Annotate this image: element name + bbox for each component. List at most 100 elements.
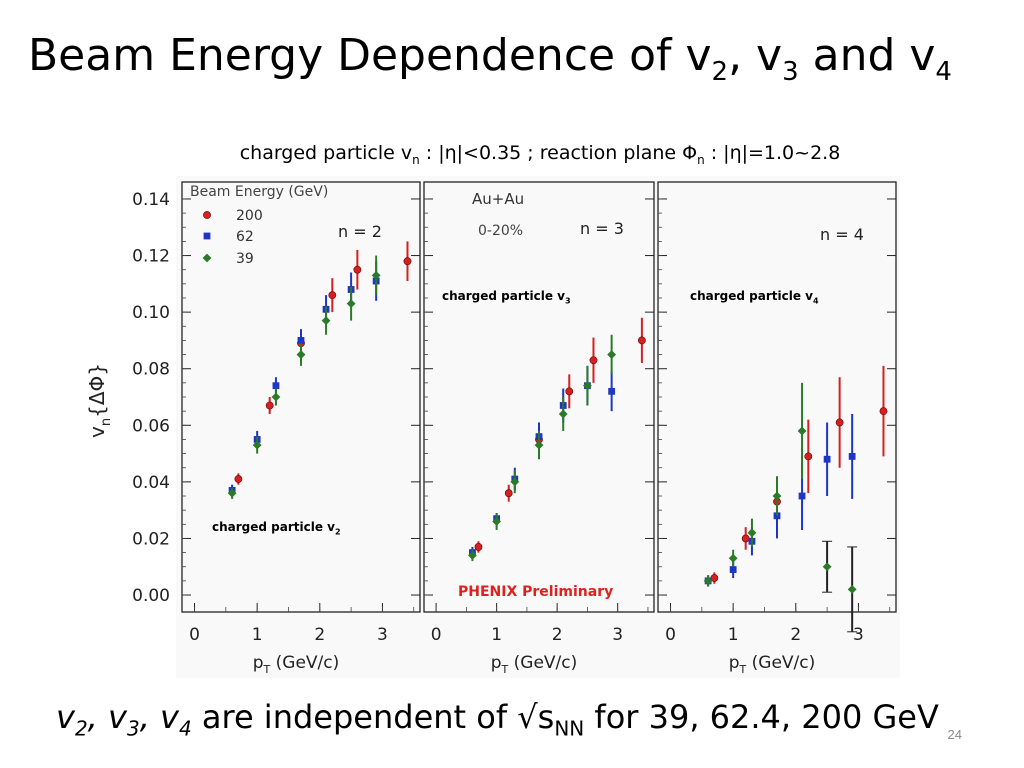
data-point-39: [797, 426, 807, 436]
legend-label-200: 200: [236, 208, 263, 224]
footer-nn-sub: NN: [554, 716, 585, 741]
data-point-39: [583, 381, 592, 391]
data-point-62: [608, 387, 616, 395]
footer-v4: v: [160, 698, 179, 736]
x-tick-label: 0: [431, 625, 442, 645]
legend-title: Beam Energy (GeV): [190, 184, 328, 200]
x-tick-label: 2: [314, 625, 325, 645]
panel-label-v3-sub: 3: [565, 296, 571, 306]
y-tick-label: 0.04: [132, 473, 170, 493]
data-point-200: [328, 291, 337, 300]
x-tick-label: 1: [728, 625, 739, 645]
data-point-200: [234, 475, 243, 483]
data-point-62: [798, 492, 806, 500]
panel-label-v4-sub: 4: [813, 296, 819, 306]
chart-caption: charged particle vn : |η|<0.35 ; reactio…: [0, 142, 1024, 167]
y-tick-label: 0.08: [132, 360, 170, 380]
data-point-39: [847, 584, 857, 594]
y-tick-label: 0.10: [132, 303, 170, 323]
centrality-label: 0-20%: [478, 223, 523, 239]
footer-rest: for 39, 62.4, 200 GeV: [584, 698, 939, 736]
caption-part-c: : |η|=1.0~2.8: [704, 142, 841, 164]
x-tick-label: 3: [612, 625, 623, 645]
legend-label-39: 39: [236, 251, 254, 267]
caption-part-a: charged particle v: [239, 142, 413, 164]
legend-marker-39: [202, 253, 212, 263]
page-number: 24: [947, 727, 962, 742]
data-point-39: [534, 440, 544, 450]
data-point-39: [607, 350, 617, 359]
x-tick-label: 2: [790, 625, 801, 645]
x-tick-label: 1: [252, 625, 263, 645]
data-point-200: [474, 543, 483, 551]
x-axis-label: pT (GeV/c): [253, 653, 340, 676]
data-point-200: [353, 265, 362, 274]
panel-label-v2-text: charged particle v: [212, 520, 335, 534]
data-point-62: [272, 382, 280, 390]
data-point-200: [265, 401, 274, 410]
data-point-200: [637, 336, 646, 345]
legend-marker-62: [203, 232, 211, 240]
x-tick-label: 3: [377, 625, 388, 645]
x-axis-label: pT (GeV/c): [729, 653, 816, 676]
title-sub-2: 2: [711, 56, 729, 87]
footer-comma-2: ,: [139, 698, 161, 736]
preliminary-label: PHENIX Preliminary: [458, 584, 613, 600]
y-tick-label: 0.00: [132, 586, 170, 606]
n-label-4: n = 4: [820, 225, 864, 244]
x-tick-label: 1: [491, 625, 502, 645]
caption-sub-n1: n: [412, 152, 420, 167]
data-point-200: [804, 452, 813, 461]
footer-v3: v: [108, 698, 127, 736]
x-axis-label: pT (GeV/c): [491, 653, 578, 676]
data-point-200: [835, 418, 844, 427]
title-sub-3: 3: [782, 56, 799, 87]
footer-v4-sub: 4: [178, 716, 192, 741]
panel-label-v3-text: charged particle v: [442, 289, 565, 303]
x-tick-label: 0: [189, 625, 200, 645]
data-point-62: [848, 453, 856, 460]
data-point-39: [371, 270, 381, 280]
caption-part-b: : |η|<0.35 ; reaction plane Φ: [419, 142, 698, 164]
slide-title: Beam Energy Dependence of v2, v3 and v4: [28, 30, 952, 87]
legend-marker-200: [203, 211, 211, 219]
panel-label-v2-sub: 2: [335, 527, 341, 537]
data-point-39: [271, 392, 281, 402]
data-point-39: [772, 491, 782, 501]
title-sep: , v: [728, 30, 783, 81]
n-label-2: n = 2: [338, 222, 382, 241]
data-point-39: [227, 488, 237, 498]
footer-v3-sub: 3: [126, 716, 140, 741]
footer-v2: v: [56, 698, 75, 736]
footer-v2-sub: 2: [74, 716, 88, 741]
data-point-39: [747, 528, 757, 538]
data-point-39: [346, 299, 356, 309]
x-tick-label: 2: [552, 625, 563, 645]
data-point-39: [510, 477, 520, 487]
data-point-200: [504, 489, 513, 498]
n-label-3: n = 3: [580, 219, 624, 238]
title-text: Beam Energy Dependence of v: [28, 30, 712, 81]
y-tick-label: 0.06: [132, 416, 170, 436]
data-point-39: [822, 562, 832, 572]
footer-statement: v2, v3, v4 are independent of √sNN for 3…: [56, 698, 939, 740]
x-tick-label: 3: [853, 625, 864, 645]
data-point-200: [589, 356, 598, 365]
caption-sub-n2: n: [697, 152, 705, 167]
data-point-200: [741, 534, 750, 543]
data-point-39: [321, 316, 331, 326]
data-point-200: [403, 257, 412, 266]
y-tick-label: 0.12: [132, 247, 170, 267]
footer-comma-1: ,: [87, 698, 109, 736]
data-point-62: [297, 337, 305, 344]
data-point-39: [252, 440, 262, 450]
data-point-39: [728, 553, 738, 563]
y-tick-label: 0.14: [132, 190, 170, 210]
system-label: Au+Au: [472, 190, 524, 208]
panel-label-v3: charged particle v3: [442, 289, 571, 305]
panel-label-v2: charged particle v2: [212, 520, 341, 536]
data-point-62: [729, 566, 737, 573]
title-sub-4: 4: [935, 56, 952, 87]
data-point-62: [823, 455, 831, 463]
